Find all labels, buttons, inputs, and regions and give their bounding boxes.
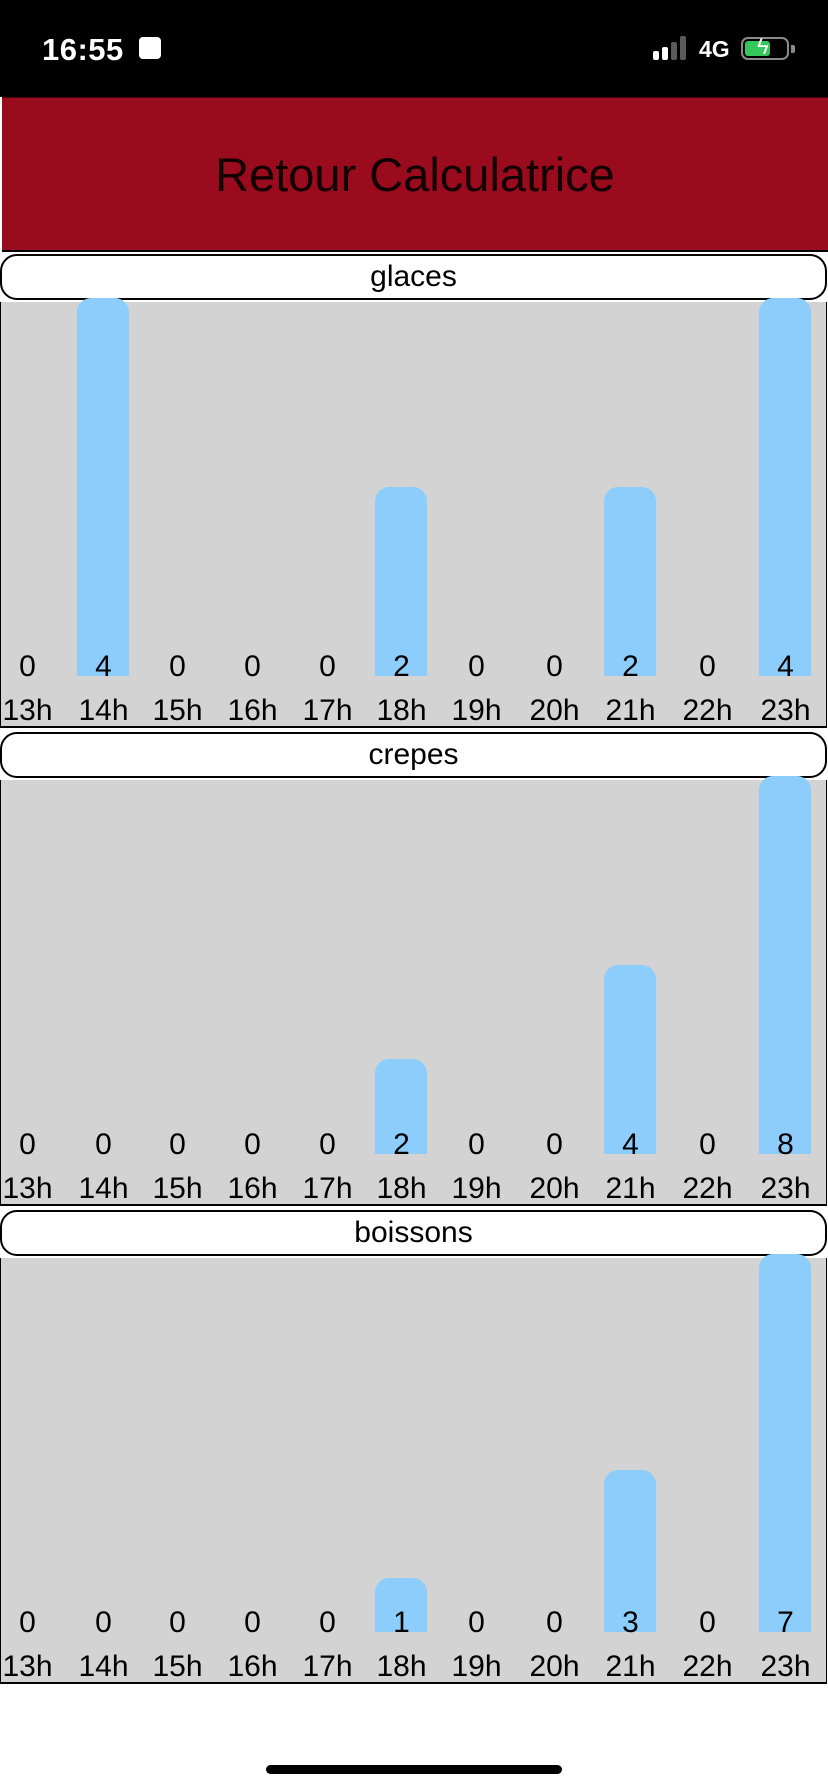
status-bar: 16:55 4G ϟ bbox=[0, 0, 828, 97]
value-label-14h: 0 bbox=[95, 1606, 112, 1639]
hour-label-20h: 20h bbox=[529, 694, 580, 727]
value-label-14h: 0 bbox=[95, 1128, 112, 1161]
hour-label-16h: 16h bbox=[227, 694, 278, 727]
value-label-15h: 0 bbox=[169, 1128, 186, 1161]
hour-label-17h: 17h bbox=[302, 694, 353, 727]
value-label-20h: 0 bbox=[546, 1606, 563, 1639]
bar-23h bbox=[759, 298, 811, 676]
hour-label-14h: 14h bbox=[78, 1172, 129, 1205]
hour-label-18h: 18h bbox=[376, 1650, 427, 1683]
value-label-15h: 0 bbox=[169, 1606, 186, 1639]
value-label-16h: 0 bbox=[244, 1128, 261, 1161]
bar-18h bbox=[375, 487, 427, 676]
hour-label-19h: 19h bbox=[451, 694, 502, 727]
value-label-18h: 2 bbox=[393, 650, 410, 683]
bar-18h bbox=[375, 1059, 427, 1154]
value-label-22h: 0 bbox=[699, 1606, 716, 1639]
hour-label-22h: 22h bbox=[682, 1172, 733, 1205]
value-label-21h: 2 bbox=[622, 650, 639, 683]
bar-23h bbox=[759, 776, 811, 1154]
hour-label-22h: 22h bbox=[682, 1650, 733, 1683]
hour-label-17h: 17h bbox=[302, 1650, 353, 1683]
hour-label-23h: 23h bbox=[760, 1172, 811, 1205]
bar-18h bbox=[375, 1578, 427, 1632]
hour-label-14h: 14h bbox=[78, 1650, 129, 1683]
hour-label-20h: 20h bbox=[529, 1650, 580, 1683]
hour-label-22h: 22h bbox=[682, 694, 733, 727]
hour-label-15h: 15h bbox=[152, 1650, 203, 1683]
bar-23h bbox=[759, 1254, 811, 1632]
value-label-13h: 0 bbox=[19, 1128, 36, 1161]
value-label-14h: 4 bbox=[95, 650, 112, 683]
hour-label-21h: 21h bbox=[605, 1172, 656, 1205]
value-label-22h: 0 bbox=[699, 1128, 716, 1161]
section-title: glaces bbox=[0, 254, 827, 300]
signal-icon bbox=[653, 36, 689, 60]
bar-chart: 0 13h 0 14h 0 15h 0 16h 0 17h 2 18h 0 19h 0 20h 4 21h 0 22h… bbox=[0, 776, 827, 1206]
home-indicator bbox=[266, 1765, 562, 1774]
network-type: 4G bbox=[699, 36, 730, 62]
value-label-16h: 0 bbox=[244, 1606, 261, 1639]
hour-label-21h: 21h bbox=[605, 694, 656, 727]
value-label-19h: 0 bbox=[468, 1128, 485, 1161]
bar-21h bbox=[604, 965, 656, 1154]
value-label-23h: 7 bbox=[777, 1606, 794, 1639]
hour-label-13h: 13h bbox=[2, 694, 53, 727]
hour-label-23h: 23h bbox=[760, 694, 811, 727]
bar-chart: 0 13h 0 14h 0 15h 0 16h 0 17h 1 18h 0 19h 0 20h 3 21h 0 22h… bbox=[0, 1254, 827, 1684]
value-label-18h: 1 bbox=[393, 1606, 410, 1639]
battery-icon: ϟ bbox=[741, 35, 789, 60]
hour-label-17h: 17h bbox=[302, 1172, 353, 1205]
value-label-16h: 0 bbox=[244, 650, 261, 683]
hour-label-18h: 18h bbox=[376, 694, 427, 727]
value-label-19h: 0 bbox=[468, 1606, 485, 1639]
value-label-22h: 0 bbox=[699, 650, 716, 683]
hour-label-23h: 23h bbox=[760, 1650, 811, 1683]
return-calculator-button[interactable]: Retour Calculatrice bbox=[2, 97, 828, 252]
bar-14h bbox=[77, 298, 129, 676]
hour-label-13h: 13h bbox=[2, 1172, 53, 1205]
hour-label-15h: 15h bbox=[152, 1172, 203, 1205]
value-label-17h: 0 bbox=[319, 650, 336, 683]
value-label-20h: 0 bbox=[546, 650, 563, 683]
value-label-19h: 0 bbox=[468, 650, 485, 683]
value-label-23h: 4 bbox=[777, 650, 794, 683]
hour-label-19h: 19h bbox=[451, 1172, 502, 1205]
hour-label-16h: 16h bbox=[227, 1172, 278, 1205]
value-label-21h: 3 bbox=[622, 1606, 639, 1639]
bar-chart: 0 13h 4 14h 0 15h 0 16h 0 17h 2 18h 0 19h 0 20h 2 21h 0 22h… bbox=[0, 298, 827, 728]
value-label-15h: 0 bbox=[169, 650, 186, 683]
hour-label-13h: 13h bbox=[2, 1650, 53, 1683]
value-label-17h: 0 bbox=[319, 1606, 336, 1639]
hour-label-14h: 14h bbox=[78, 694, 129, 727]
value-label-13h: 0 bbox=[19, 1606, 36, 1639]
battery-tip bbox=[791, 45, 795, 53]
section-title: boissons bbox=[0, 1210, 827, 1256]
value-label-18h: 2 bbox=[393, 1128, 410, 1161]
bar-21h bbox=[604, 1470, 656, 1632]
value-label-23h: 8 bbox=[777, 1128, 794, 1161]
value-label-20h: 0 bbox=[546, 1128, 563, 1161]
status-time: 16:55 bbox=[42, 32, 124, 67]
hour-label-19h: 19h bbox=[451, 1650, 502, 1683]
value-label-21h: 4 bbox=[622, 1128, 639, 1161]
bar-21h bbox=[604, 487, 656, 676]
section-title: crepes bbox=[0, 732, 827, 778]
hour-label-21h: 21h bbox=[605, 1650, 656, 1683]
screen-recording-icon bbox=[139, 37, 161, 59]
hour-label-20h: 20h bbox=[529, 1172, 580, 1205]
hour-label-16h: 16h bbox=[227, 1650, 278, 1683]
hour-label-15h: 15h bbox=[152, 694, 203, 727]
hour-label-18h: 18h bbox=[376, 1172, 427, 1205]
value-label-17h: 0 bbox=[319, 1128, 336, 1161]
value-label-13h: 0 bbox=[19, 650, 36, 683]
